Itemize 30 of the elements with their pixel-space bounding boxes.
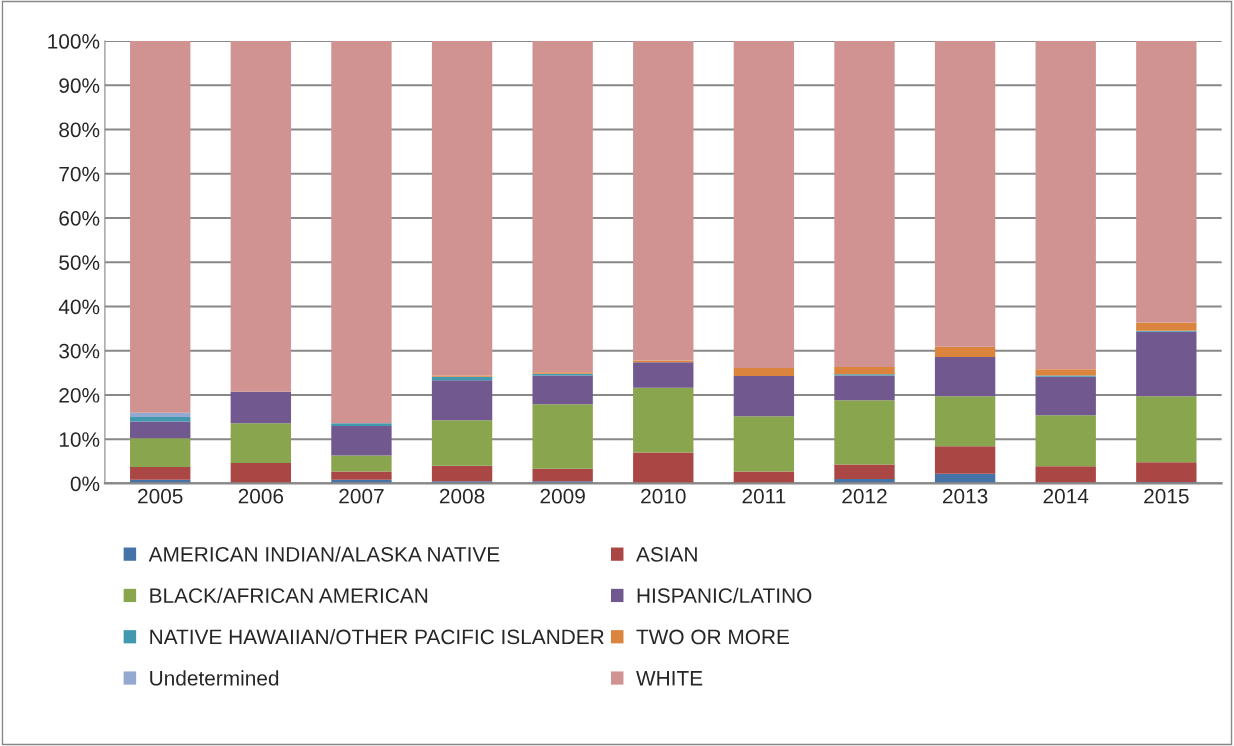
legend-label: ASIAN (636, 546, 697, 562)
legend-label: TWO OR MORE (636, 629, 789, 645)
x-tick-label: 2008 (439, 488, 485, 504)
legend-label: WHITE (636, 671, 703, 686)
x-tick-label: 2013 (942, 488, 988, 504)
legend-label: HISPANIC/LATINO (637, 587, 812, 603)
x-tick-label: 2010 (641, 488, 686, 504)
legend-label: Undetermined (150, 670, 279, 686)
x-tick-label: 2014 (1043, 488, 1089, 504)
y-tick-label: 70% (59, 166, 100, 182)
y-tick-label: 20% (59, 387, 100, 403)
y-tick-label: 30% (59, 343, 100, 359)
y-tick-label: 50% (59, 255, 100, 270)
x-tick-label: 2011 (742, 488, 786, 504)
x-tick-label: 2006 (238, 488, 284, 504)
x-tick-label: 2012 (842, 488, 887, 504)
y-tick-label: 0% (70, 476, 100, 492)
legend-label: AMERICAN INDIAN/ALASKA NATIVE (148, 546, 500, 562)
x-tick-label: 2009 (540, 488, 585, 504)
legend-label: BLACK/AFRICAN AMERICAN (150, 587, 428, 603)
legend-label: NATIVE HAWAIIAN/OTHER PACIFIC ISLANDER (150, 628, 604, 645)
y-tick-label: 90% (59, 78, 100, 94)
x-tick-label: 2005 (138, 488, 183, 504)
x-tick-label: 2015 (1144, 488, 1189, 504)
y-tick-label: 10% (59, 432, 100, 447)
y-tick-label: 100% (48, 34, 100, 49)
y-tick-label: 60% (59, 210, 100, 226)
y-tick-label: 40% (58, 299, 100, 315)
x-tick-label: 2007 (339, 488, 384, 504)
y-tick-label: 80% (59, 122, 100, 138)
